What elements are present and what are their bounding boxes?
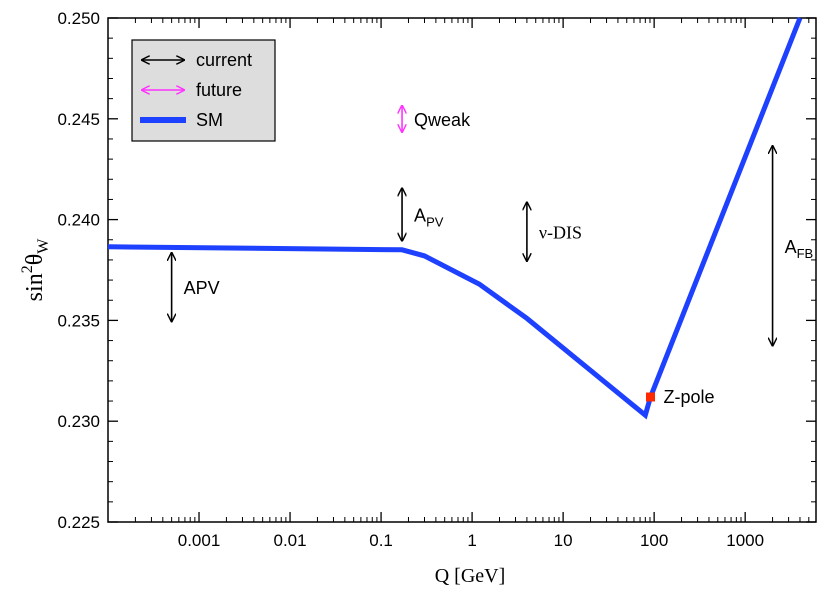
legend: current future SM [131,39,276,142]
x-tick-label: 0.01 [274,531,307,550]
axes: 0.001 0.01 0.1 1 10 100 1000 0.225 0.230 0.235 0.2… [57,9,817,550]
y-axis-label-main: sin [22,273,48,301]
legend-label: future [196,80,242,100]
series-group: Z-pole [107,17,803,420]
x-tick-label: 1 [467,531,476,550]
y-axis-label-sub: W [35,238,52,254]
y-axis-label-theta: θ [22,254,48,266]
y-axis-label-sup: 2 [19,265,36,273]
x-tick-label: 10 [554,531,573,550]
legend-label: SM [196,110,223,130]
y-tick-label: 0.245 [57,110,100,129]
y-tick-label: 0.250 [57,9,100,28]
annotation-label-main: APV [184,278,220,298]
y-tick-label: 0.240 [57,211,100,230]
x-tick-label: 1000 [726,531,764,550]
annotation-label: AFB [785,237,814,261]
x-tick-label: 0.1 [369,531,393,550]
y-tick-label: 0.225 [57,513,100,532]
annotation-label: APV [184,278,220,298]
z-pole-point [646,392,656,402]
annotation-label-sub: FB [797,246,814,261]
y-axis-label: sin2θW [19,238,52,302]
annotation-label-main: A [414,206,426,226]
x-axis-label: Q [GeV] [435,565,506,587]
y-tick-label: 0.235 [57,311,100,330]
y-tick-label: 0.230 [57,412,100,431]
legend-label: current [196,50,252,70]
plot-frame [107,17,817,523]
annotation-label-main: A [785,237,797,257]
annotation-label-main: Qweak [414,110,471,130]
annotation-label: APV [414,206,444,230]
z-pole-label: Z-pole [664,387,715,407]
annotation-label-main: ν-DIS [539,223,582,243]
annotation-label-sub: PV [426,215,444,230]
x-tick-label: 100 [640,531,668,550]
annotation-label: Qweak [414,110,471,130]
annotation-label: ν-DIS [539,223,582,243]
x-tick-label: 0.001 [178,531,221,550]
